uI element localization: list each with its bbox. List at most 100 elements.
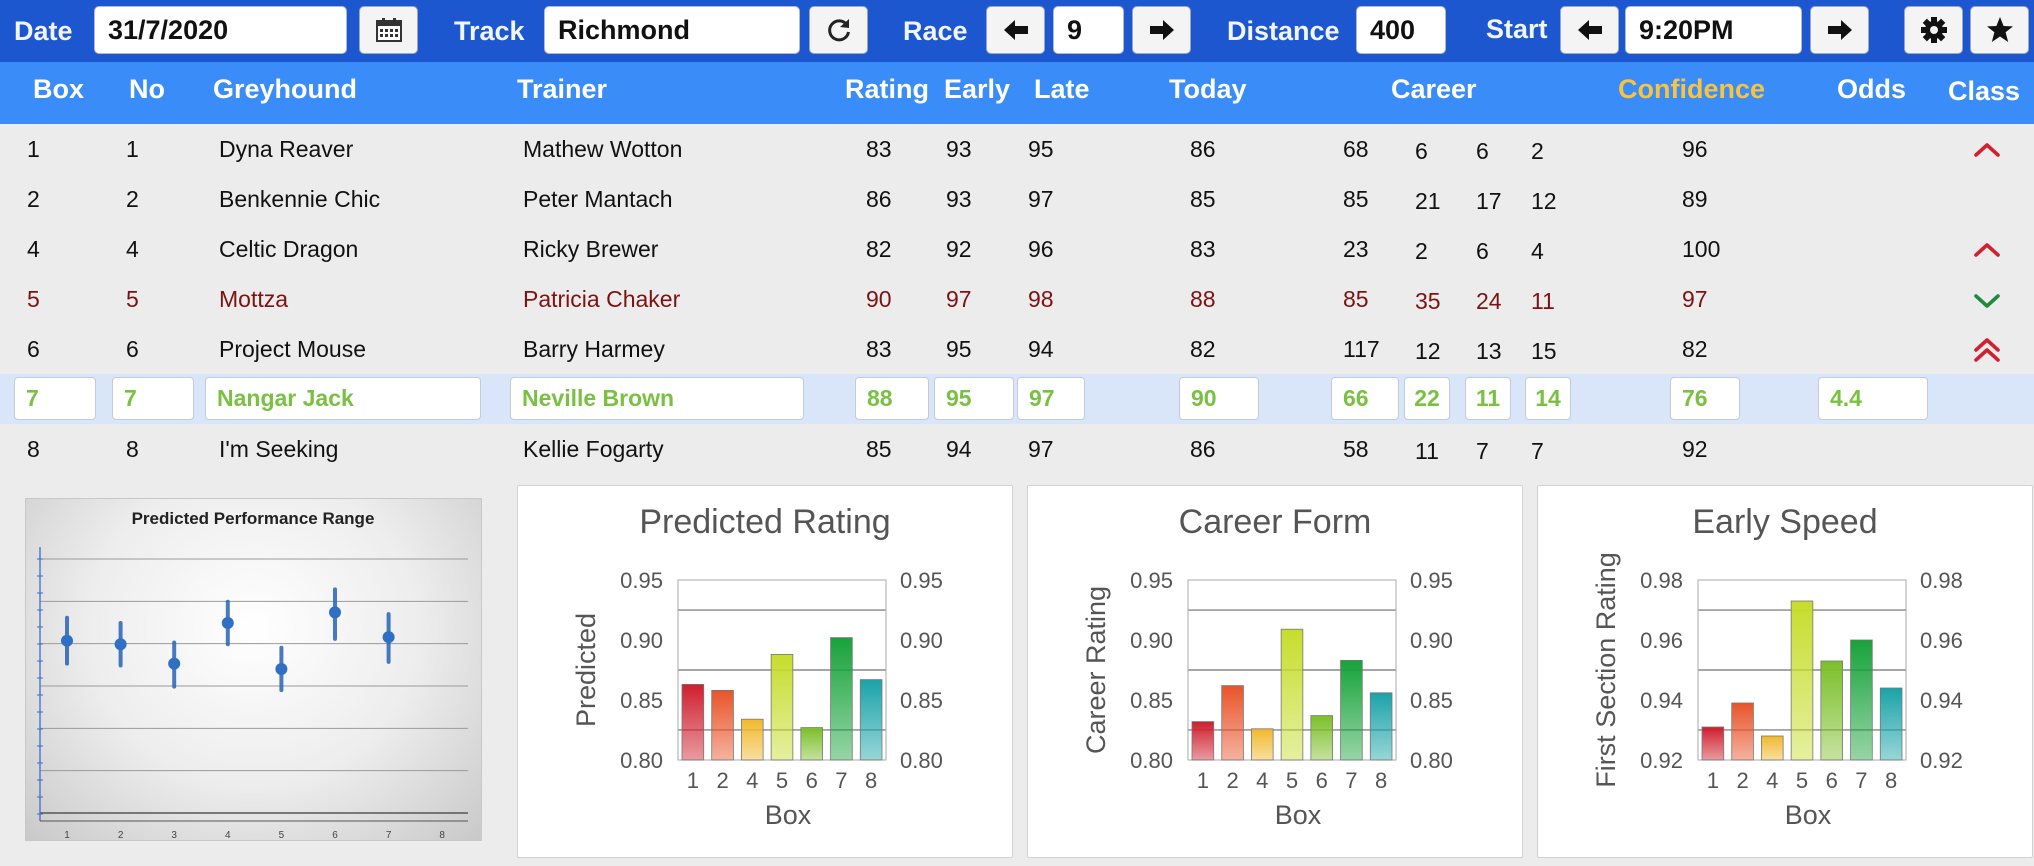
cell-rating: 86 — [866, 186, 892, 212]
cell-trainer: Barry Harmey — [523, 336, 665, 362]
start-label: Start — [1486, 14, 1548, 44]
performance-range-chart: Predicted Performance Range 1 2 3 4 5 6 7 8 — [25, 498, 482, 841]
bar — [800, 727, 823, 761]
arrow-left-icon — [1577, 18, 1603, 42]
cell-greyhound: Dyna Reaver — [219, 136, 354, 162]
cell-today[interactable]: 90 — [1179, 377, 1259, 420]
table-row[interactable]: 4 4 Celtic Dragon Ricky Brewer 82 92 96 83 23 2 6 4… — [0, 224, 2034, 274]
race-next-button[interactable] — [1132, 6, 1191, 54]
cell-trainer: Patricia Chaker — [523, 286, 681, 312]
cell-today: 85 — [1190, 186, 1216, 212]
calendar-button[interactable] — [359, 6, 418, 54]
header-today[interactable]: Today — [1169, 74, 1247, 104]
y-tick-label-right: 0.94 — [1920, 688, 1963, 713]
data-point — [221, 617, 234, 630]
header-early[interactable]: Early — [944, 74, 1011, 104]
bar — [1879, 687, 1903, 761]
cell-career-seconds[interactable]: 11 — [1465, 377, 1511, 420]
cell-no: 5 — [126, 286, 139, 312]
cell-odds — [1830, 324, 1940, 374]
cell-career[interactable]: 66 — [1331, 377, 1399, 420]
header-class[interactable]: Class — [1948, 76, 2021, 106]
y-tick-label-right: 0.80 — [900, 748, 943, 773]
settings-button[interactable] — [1904, 6, 1963, 54]
table-row[interactable]: 6 6 Project Mouse Barry Harmey 83 95 94 82 117 12… — [0, 324, 2034, 374]
runners-table: 1 1 Dyna Reaver Mathew Wotton 83 93 95 86 68 6 6 2 9… — [0, 124, 2034, 473]
cell-rating: 85 — [866, 436, 892, 462]
y-tick-label-right: 0.90 — [1410, 628, 1453, 653]
start-prev-button[interactable] — [1560, 6, 1619, 54]
cell-career: 68 — [1343, 136, 1369, 162]
cell-no: 2 — [126, 186, 139, 212]
header-confidence[interactable]: Confidence — [1618, 74, 1766, 104]
chart-title: Predicted Performance Range — [132, 509, 375, 528]
bar — [1790, 600, 1814, 761]
cell-greyhound: Celtic Dragon — [219, 236, 359, 262]
bar — [1369, 692, 1393, 761]
track-field[interactable]: Richmond — [544, 6, 800, 54]
x-tick-label: 1 — [1197, 768, 1209, 793]
table-row[interactable]: 8 8 I'm Seeking Kellie Fogarty 85 94 97 86 58 11 7… — [0, 424, 2034, 474]
header-rating[interactable]: Rating — [845, 74, 929, 104]
header-no[interactable]: No — [129, 74, 165, 104]
bar — [1761, 735, 1784, 761]
cell-career-seconds: 6 — [1476, 238, 1489, 264]
y-tick-label: 0.92 — [1640, 748, 1683, 773]
table-row[interactable]: 7 7 Nangar Jack Neville Brown 88 95 97 90 66 22 11… — [0, 374, 2034, 424]
race-number-field[interactable]: 9 — [1053, 6, 1124, 54]
cell-odds[interactable]: 4.4 — [1818, 377, 1928, 420]
cell-early: 93 — [946, 186, 972, 212]
refresh-button[interactable] — [809, 6, 868, 54]
start-time-field[interactable]: 9:20PM — [1625, 6, 1802, 54]
cell-career-wins[interactable]: 22 — [1404, 377, 1450, 420]
bar — [859, 679, 883, 761]
x-tick-label: 7 — [1345, 768, 1357, 793]
x-tick-label: 4 — [1766, 768, 1778, 793]
y-tick-label-right: 0.85 — [1410, 688, 1453, 713]
cell-box: 4 — [27, 236, 40, 262]
distance-field[interactable]: 400 — [1356, 6, 1446, 54]
header-trainer[interactable]: Trainer — [517, 74, 608, 104]
cell-career-thirds[interactable]: 14 — [1525, 377, 1571, 420]
cell-greyhound[interactable]: Nangar Jack — [205, 377, 481, 420]
cell-late[interactable]: 97 — [1017, 377, 1085, 420]
favourite-button[interactable] — [1970, 6, 2029, 54]
cell-trainer[interactable]: Neville Brown — [510, 377, 804, 420]
y-tick-label: 0.95 — [1130, 568, 1173, 593]
x-axis-label: Box — [1275, 800, 1322, 830]
cell-odds — [1830, 174, 1940, 224]
cell-late: 96 — [1028, 236, 1054, 262]
cell-late: 98 — [1028, 286, 1054, 312]
bar — [1731, 702, 1754, 761]
x-tick-label: 5 — [279, 830, 285, 840]
y-tick-label-right: 0.95 — [1410, 568, 1453, 593]
x-tick-label: 6 — [806, 768, 818, 793]
header-greyhound[interactable]: Greyhound — [213, 74, 358, 104]
cell-early[interactable]: 95 — [934, 377, 1014, 420]
header-career[interactable]: Career — [1391, 74, 1477, 104]
race-prev-button[interactable] — [986, 6, 1045, 54]
header-late[interactable]: Late — [1034, 74, 1090, 104]
header-box[interactable]: Box — [33, 74, 85, 104]
cell-today: 82 — [1190, 336, 1216, 362]
cell-no: 8 — [126, 436, 139, 462]
header-odds[interactable]: Odds — [1837, 74, 1907, 104]
table-row[interactable]: 5 5 Mottza Patricia Chaker 90 97 98 88 85 35 24 11 9… — [0, 274, 2034, 324]
cell-career-seconds: 13 — [1476, 338, 1502, 364]
cell-greyhound: I'm Seeking — [219, 436, 339, 462]
bar — [830, 637, 853, 761]
cell-career: 23 — [1343, 236, 1369, 262]
early-speed-chart: Early Speed 0.92 0.92 0.94 0.94 0.96 0.96 0.98 0… — [1537, 485, 2033, 858]
x-axis-label: Box — [765, 800, 812, 830]
table-row[interactable]: 1 1 Dyna Reaver Mathew Wotton 83 93 95 86 68 6 6 2 9… — [0, 124, 2034, 174]
date-field[interactable]: 31/7/2020 — [94, 6, 347, 54]
cell-box[interactable]: 7 — [14, 377, 96, 420]
cell-career-seconds: 24 — [1476, 288, 1502, 314]
start-next-button[interactable] — [1810, 6, 1869, 54]
cell-no[interactable]: 7 — [112, 377, 194, 420]
table-row[interactable]: 2 2 Benkennie Chic Peter Mantach 86 93 97 85 85 2… — [0, 174, 2034, 224]
cell-confidence[interactable]: 76 — [1670, 377, 1740, 420]
cell-rating[interactable]: 88 — [855, 377, 929, 420]
bar — [1251, 728, 1274, 761]
